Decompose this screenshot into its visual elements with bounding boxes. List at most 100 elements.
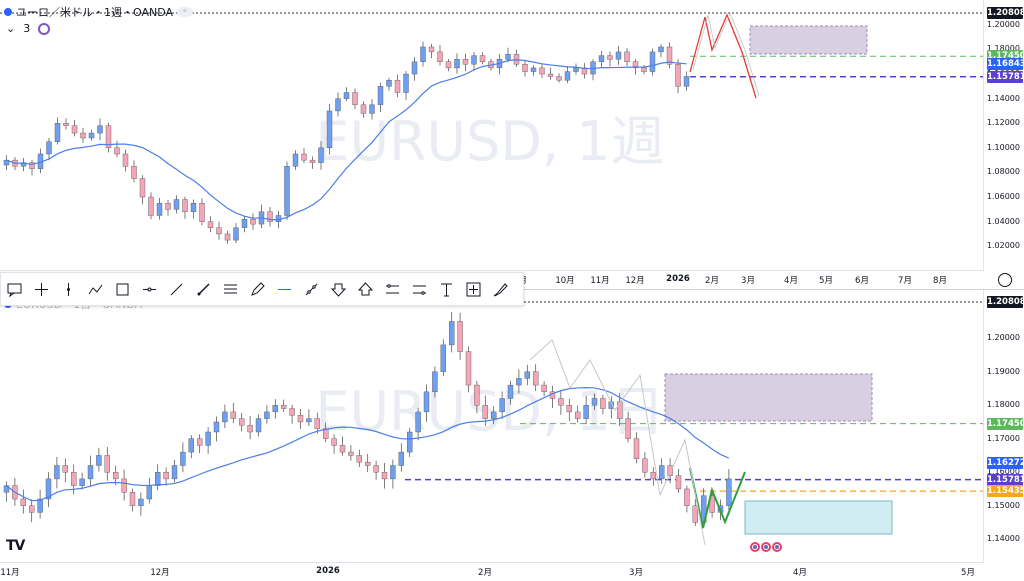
arrow-down-icon[interactable] (325, 273, 352, 305)
weekly-candle (139, 178, 146, 198)
daily-candle (306, 418, 312, 423)
horizontal-ray-icon[interactable] (271, 273, 298, 305)
daily-candle (323, 428, 329, 439)
weekly-candle (131, 166, 137, 179)
weekly-candle (471, 55, 477, 65)
daily-candle (213, 421, 220, 433)
weekly-candle (598, 55, 605, 62)
daily-candle (230, 411, 237, 419)
price-label: 1.10000 (986, 142, 1020, 152)
price-tag-ma: 1.16272 (987, 457, 1024, 470)
daily-candle (675, 475, 682, 490)
daily-candle (558, 398, 564, 406)
price-tag-purple: 1.15781 (987, 473, 1024, 486)
daily-candle (356, 455, 362, 463)
daily-candle (482, 404, 488, 419)
comment-icon[interactable] (1, 273, 28, 305)
daily-time-axis[interactable]: 11月 12月 2026 2月 3月 4月 5月 (0, 562, 984, 581)
weekly-chart-canvas[interactable]: EURUSD, 1週 (0, 0, 984, 272)
weekly-candle (318, 147, 324, 163)
visibility-icon[interactable]: ◦ (177, 7, 194, 17)
brush-icon[interactable] (487, 273, 514, 305)
daily-candle (507, 384, 514, 399)
weekly-candle (275, 215, 282, 222)
daily-candle (171, 465, 178, 480)
daily-candle (415, 411, 421, 433)
zigzag-shadow (692, 12, 760, 97)
date-range-icon[interactable] (406, 273, 433, 305)
daily-candle (465, 351, 472, 386)
zigzag-icon[interactable] (82, 273, 109, 305)
price-label: 1.20000 (986, 19, 1020, 29)
event-markers[interactable] (750, 542, 782, 552)
daily-candle (37, 498, 43, 513)
event-marker-icon[interactable] (772, 542, 782, 552)
tradingview-logo: TV (6, 538, 25, 554)
time-label: 2026 (666, 274, 690, 284)
weekly-candle (352, 92, 358, 105)
pen-icon[interactable] (244, 273, 271, 305)
time-label: 4月 (793, 568, 807, 578)
horizontal-line-icon[interactable] (136, 273, 163, 305)
weekly-candle (522, 63, 528, 72)
time-label: 12月 (150, 568, 170, 578)
arrow-up-icon[interactable] (352, 273, 379, 305)
daily-candle (432, 371, 438, 392)
weekly-chart-title[interactable]: ユーロ／米ドル・1週・OANDA (16, 6, 174, 19)
price-label: 1.19000 (986, 366, 1020, 376)
extended-line-icon[interactable] (298, 273, 325, 305)
price-label: 1.12000 (986, 118, 1020, 128)
weekly-candle (97, 125, 103, 134)
daily-candle (87, 465, 94, 480)
weekly-candle (428, 46, 435, 53)
target-zone (744, 500, 893, 535)
fib-icon[interactable] (217, 273, 244, 305)
daily-candle (440, 344, 446, 372)
daily-candle (365, 461, 371, 466)
weekly-candle (292, 153, 299, 167)
crosshair-icon[interactable] (28, 273, 55, 305)
daily-chart-pane[interactable]: EURUSD, 1日 EURUSD・1日・OANDA 1.210001.2000… (0, 290, 1024, 581)
weekly-candle (479, 55, 486, 62)
daily-price-axis[interactable]: 1.210001.200001.190001.180001.170001.160… (983, 290, 1024, 581)
weekly-chart-pane[interactable]: EURUSD, 1週 ユーロ／米ドル・1週・OANDA ◦ ⌄ 3 1.2000… (0, 0, 1024, 290)
price-tag-green: 1.17450 (987, 417, 1024, 430)
price-label: 1.08000 (986, 167, 1020, 177)
daily-candle (390, 465, 396, 480)
weekly-candle (649, 51, 656, 72)
rectangle-icon[interactable] (109, 273, 136, 305)
ray-icon[interactable] (190, 273, 217, 305)
text-icon[interactable] (433, 273, 460, 305)
daily-candle (625, 418, 631, 439)
daily-candle (62, 465, 68, 473)
daily-candle (633, 438, 640, 459)
daily-candle (499, 398, 505, 413)
weekly-candle (386, 79, 392, 87)
weekly-candle (156, 202, 163, 216)
price-range-icon[interactable] (379, 273, 406, 305)
indicator-count[interactable]: 3 (23, 22, 31, 35)
daily-candle (407, 431, 413, 453)
gear-icon[interactable] (998, 273, 1012, 287)
cursor-line-icon[interactable] (55, 273, 82, 305)
weekly-candle (641, 67, 647, 72)
event-marker-icon[interactable] (761, 542, 771, 552)
resistance-zone (664, 373, 873, 422)
daily-candle (29, 505, 35, 513)
weekly-candle (326, 110, 333, 149)
time-label: 5月 (819, 276, 833, 286)
weekly-candle (658, 46, 664, 53)
daily-candle (331, 438, 337, 446)
measure-icon[interactable] (460, 273, 487, 305)
daily-chart-canvas[interactable]: EURUSD, 1日 (0, 290, 984, 563)
time-label: 11月 (590, 276, 610, 286)
daily-candle (20, 498, 26, 506)
chevron-down-icon[interactable]: ⌄ (6, 22, 16, 35)
daily-candle (524, 371, 530, 379)
weekly-candle (369, 104, 375, 114)
trend-line-icon[interactable] (163, 273, 190, 305)
weekly-price-axis[interactable]: 1.200001.180001.160001.140001.120001.100… (983, 0, 1024, 290)
price-tag-high: 1.20808 (987, 7, 1024, 19)
daily-candle (314, 418, 320, 429)
event-marker-icon[interactable] (750, 542, 760, 552)
